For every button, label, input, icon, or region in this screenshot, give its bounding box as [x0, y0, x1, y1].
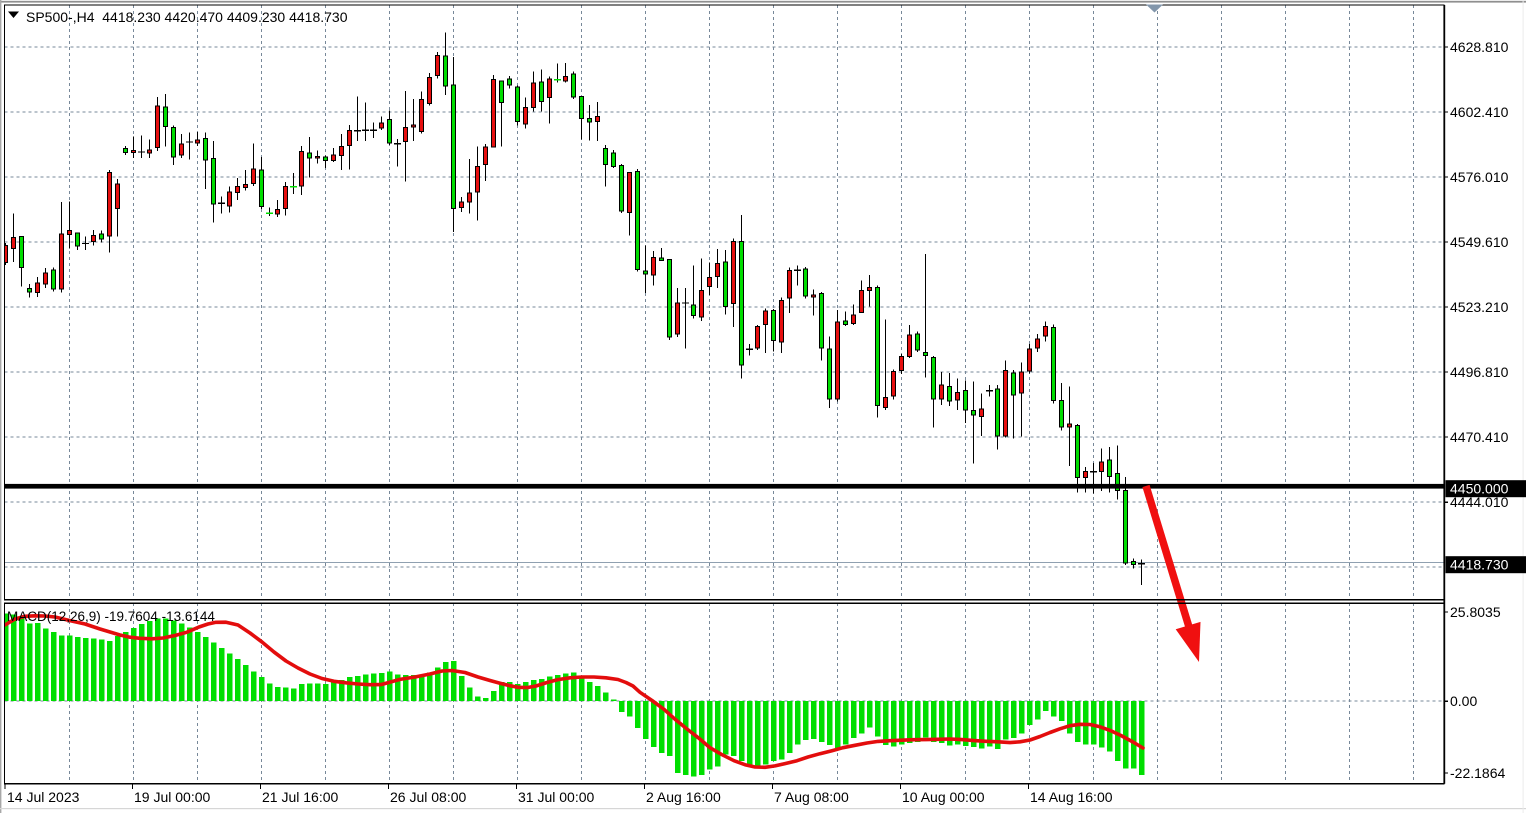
svg-text:14 Jul 2023: 14 Jul 2023 — [7, 789, 80, 805]
svg-text:4470.410: 4470.410 — [1450, 429, 1509, 445]
svg-text:4523.210: 4523.210 — [1450, 299, 1509, 315]
svg-text:21 Jul 16:00: 21 Jul 16:00 — [262, 789, 338, 805]
svg-text:4576.010: 4576.010 — [1450, 169, 1509, 185]
svg-text:31 Jul 00:00: 31 Jul 00:00 — [518, 789, 594, 805]
svg-text:4628.810: 4628.810 — [1450, 39, 1509, 55]
svg-text:7 Aug 08:00: 7 Aug 08:00 — [774, 789, 849, 805]
svg-text:SP500-,H4 4418.230 4420.470 4: SP500-,H4 4418.230 4420.470 4409.230 441… — [26, 9, 348, 25]
svg-text:4602.410: 4602.410 — [1450, 104, 1509, 120]
svg-text:-22.1864: -22.1864 — [1450, 765, 1505, 781]
svg-text:4450.000: 4450.000 — [1450, 481, 1509, 497]
svg-text:4418.730: 4418.730 — [1450, 557, 1509, 573]
svg-text:0.00: 0.00 — [1450, 693, 1477, 709]
svg-text:MACD(12,26,9) -19.7604 -13.614: MACD(12,26,9) -19.7604 -13.6144 — [7, 609, 215, 624]
svg-text:10 Aug 00:00: 10 Aug 00:00 — [902, 789, 985, 805]
svg-text:4549.610: 4549.610 — [1450, 234, 1509, 250]
svg-text:19 Jul 00:00: 19 Jul 00:00 — [134, 789, 210, 805]
svg-text:4444.010: 4444.010 — [1450, 494, 1509, 510]
svg-text:25.8035: 25.8035 — [1450, 604, 1501, 620]
svg-text:2 Aug 16:00: 2 Aug 16:00 — [646, 789, 721, 805]
svg-text:4496.810: 4496.810 — [1450, 364, 1509, 380]
svg-text:14 Aug 16:00: 14 Aug 16:00 — [1030, 789, 1113, 805]
svg-text:26 Jul 08:00: 26 Jul 08:00 — [390, 789, 466, 805]
